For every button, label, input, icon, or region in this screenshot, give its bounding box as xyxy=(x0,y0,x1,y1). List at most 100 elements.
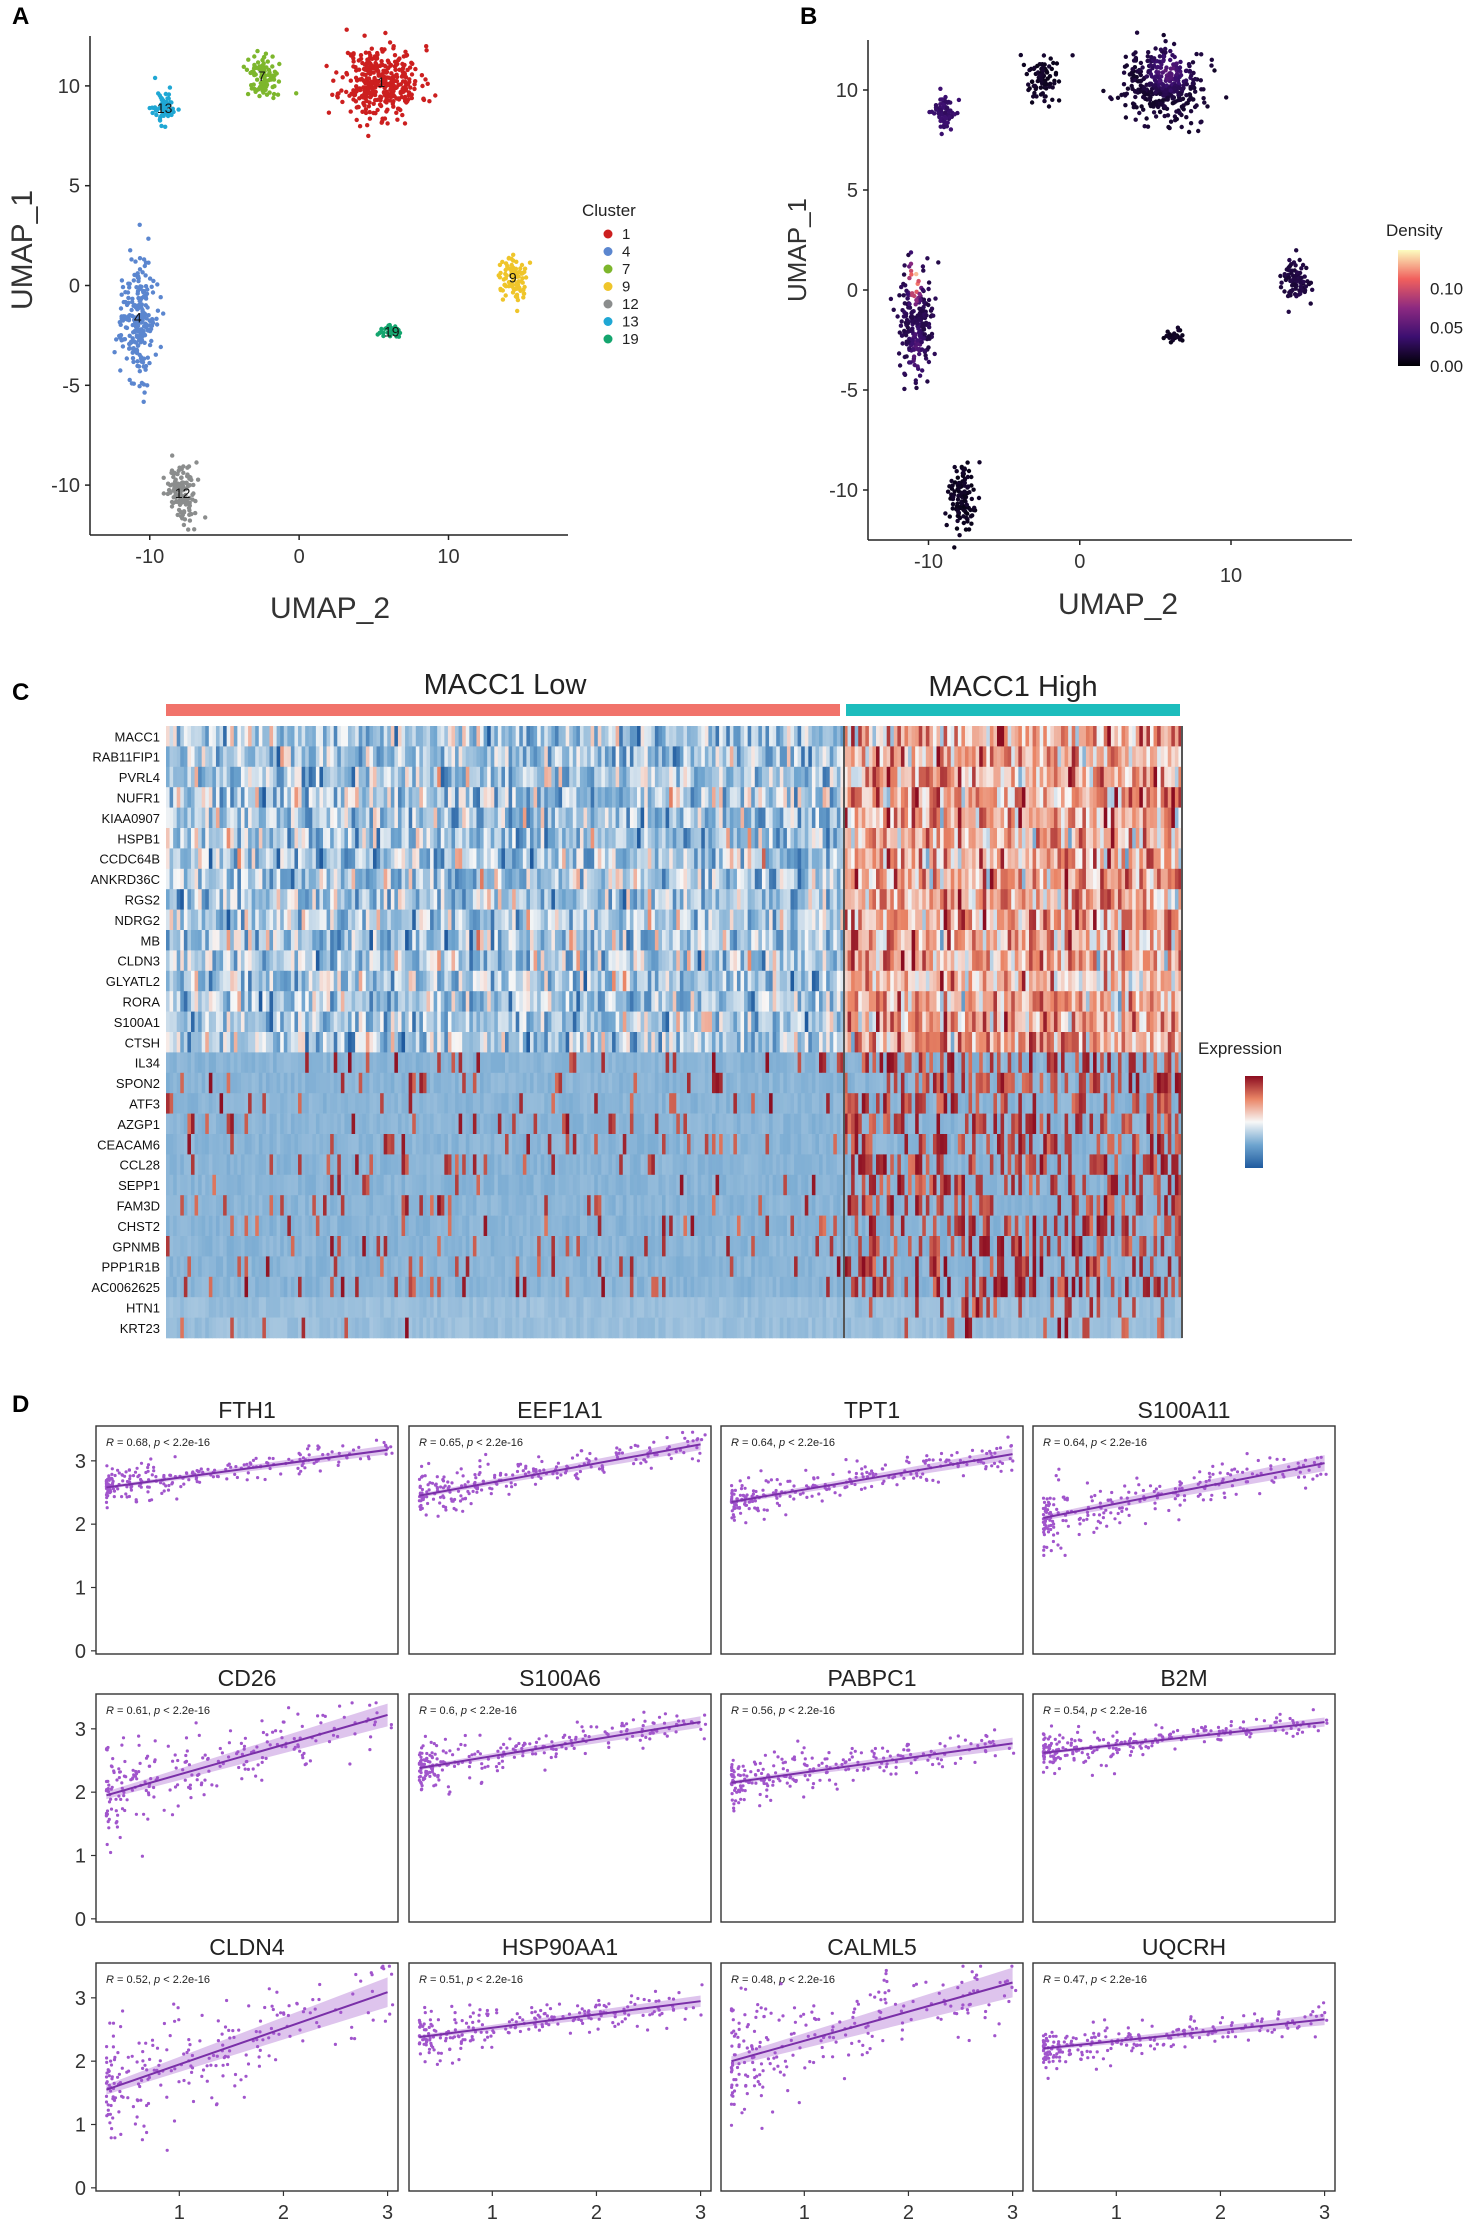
heatmap-cell xyxy=(979,909,984,931)
heatmap-cell xyxy=(369,746,374,768)
heatmap-cell xyxy=(794,909,799,931)
heatmap-cell xyxy=(362,787,367,808)
heatmap-cell xyxy=(726,746,731,768)
heatmap-cell xyxy=(640,889,645,910)
heatmap-cell xyxy=(1167,807,1172,829)
heatmap-cell xyxy=(1082,726,1087,747)
heatmap-cell xyxy=(1046,889,1051,910)
heatmap-cell xyxy=(440,726,445,747)
heatmap-cell xyxy=(776,909,781,931)
heatmap-cell xyxy=(1000,766,1005,788)
heatmap-cell xyxy=(747,766,752,788)
heatmap-cell xyxy=(1053,889,1058,910)
heatmap-cell xyxy=(233,746,238,768)
heatmap-cell xyxy=(908,766,912,788)
cluster-13-point xyxy=(165,96,170,101)
heatmap-cell xyxy=(258,807,263,829)
density-point xyxy=(1292,276,1298,282)
cluster-13-point xyxy=(157,93,162,98)
heatmap-cell xyxy=(1075,909,1080,931)
cluster-12-label: 12 xyxy=(175,485,191,501)
heatmap-cell xyxy=(786,828,791,849)
heatmap-cell xyxy=(911,909,916,931)
density-point xyxy=(962,467,967,472)
y-tick-label: 10 xyxy=(836,80,858,102)
cluster-1-point xyxy=(371,101,376,107)
heatmap-cell xyxy=(968,828,973,849)
heatmap-cell xyxy=(594,868,599,890)
heatmap-cell xyxy=(205,726,210,747)
heatmap-cell xyxy=(480,787,484,808)
heatmap-cell xyxy=(911,807,916,829)
heatmap-cell xyxy=(294,868,299,890)
heatmap-cell xyxy=(647,726,652,747)
cluster-13-point xyxy=(157,118,163,123)
heatmap-cell xyxy=(240,807,245,829)
heatmap-cell xyxy=(1110,868,1115,890)
heatmap-cell xyxy=(587,726,592,747)
heatmap-cell xyxy=(308,848,313,870)
cluster-7-point xyxy=(270,64,275,69)
density-point xyxy=(977,460,982,465)
heatmap-cell xyxy=(194,746,199,768)
heatmap-cell xyxy=(562,766,567,788)
heatmap-cell xyxy=(472,807,477,829)
heatmap-cell xyxy=(529,807,534,829)
heatmap-cell xyxy=(1000,787,1005,808)
heatmap-cell xyxy=(330,766,335,788)
heatmap-cell xyxy=(201,848,206,870)
heatmap-cell xyxy=(612,889,617,910)
heatmap-cell xyxy=(365,848,370,870)
heatmap-cell xyxy=(758,909,763,931)
heatmap-cell xyxy=(826,766,831,788)
heatmap-cell xyxy=(697,868,702,890)
heatmap-cell xyxy=(826,848,831,870)
heatmap-cell xyxy=(579,807,584,829)
heatmap-cell xyxy=(897,868,902,890)
heatmap-cell xyxy=(262,746,267,768)
heatmap-cell xyxy=(529,787,534,808)
heatmap-cell xyxy=(1029,889,1033,910)
heatmap-cell xyxy=(672,807,677,829)
heatmap-cell xyxy=(1171,848,1176,870)
density-point xyxy=(910,319,915,324)
heatmap-cell xyxy=(1139,889,1144,910)
heatmap-cell xyxy=(355,807,360,829)
heatmap-cell xyxy=(893,828,898,849)
heatmap-cell xyxy=(494,726,499,747)
heatmap-cell xyxy=(362,726,367,747)
heatmap-cell xyxy=(522,909,527,931)
cluster-1-point xyxy=(397,56,402,61)
heatmap-cell xyxy=(1132,766,1137,788)
heatmap-cell xyxy=(665,848,670,870)
heatmap-cell xyxy=(1011,848,1016,870)
heatmap-cell xyxy=(444,889,449,910)
heatmap-cell xyxy=(1021,848,1026,870)
density-point xyxy=(926,359,932,365)
density-point xyxy=(1148,90,1154,95)
density-point xyxy=(1181,83,1186,88)
heatmap-cell xyxy=(1107,868,1112,890)
heatmap-cell xyxy=(230,889,235,910)
heatmap-cell xyxy=(323,828,327,849)
heatmap-cell xyxy=(569,909,574,931)
cluster-1-point xyxy=(362,88,367,93)
cluster-12-point xyxy=(179,475,184,480)
heatmap-cell xyxy=(690,726,695,747)
heatmap-cell xyxy=(251,766,256,788)
heatmap-cell xyxy=(961,868,966,890)
heatmap-cell xyxy=(1082,909,1087,931)
heatmap-cell xyxy=(198,807,203,829)
heatmap-cell xyxy=(808,909,813,931)
heatmap-cell xyxy=(961,726,966,747)
cluster-4-point xyxy=(119,316,124,321)
heatmap-cell xyxy=(230,868,235,890)
heatmap-cell xyxy=(1014,868,1019,890)
heatmap-cell xyxy=(1160,766,1165,788)
heatmap-cell xyxy=(215,930,220,951)
heatmap-cell xyxy=(932,746,937,768)
density-point xyxy=(1188,109,1194,114)
heatmap-cell xyxy=(604,848,609,870)
heatmap-cell xyxy=(455,828,460,849)
heatmap-cell xyxy=(1142,726,1147,747)
